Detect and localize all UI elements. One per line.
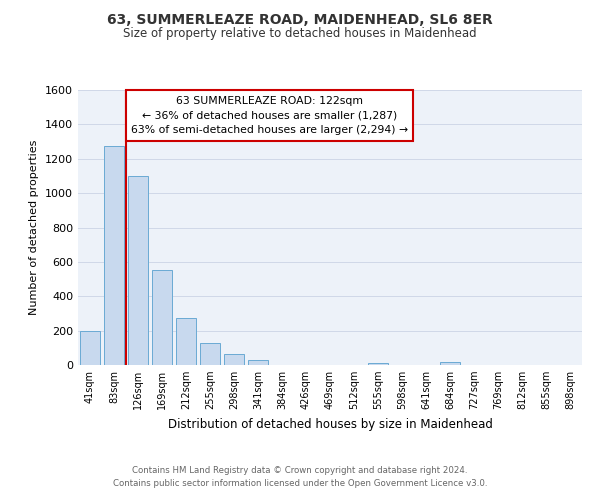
Bar [248, 360, 268, 365]
Text: Size of property relative to detached houses in Maidenhead: Size of property relative to detached ho… [123, 28, 477, 40]
Bar [104, 146, 124, 365]
Bar [128, 176, 148, 365]
Bar [224, 354, 244, 365]
Text: 63, SUMMERLEAZE ROAD, MAIDENHEAD, SL6 8ER: 63, SUMMERLEAZE ROAD, MAIDENHEAD, SL6 8E… [107, 12, 493, 26]
X-axis label: Distribution of detached houses by size in Maidenhead: Distribution of detached houses by size … [167, 418, 493, 430]
Bar [176, 318, 196, 365]
Bar [440, 362, 460, 365]
Bar [368, 364, 388, 365]
Y-axis label: Number of detached properties: Number of detached properties [29, 140, 40, 315]
Bar [80, 330, 100, 365]
Text: 63 SUMMERLEAZE ROAD: 122sqm
← 36% of detached houses are smaller (1,287)
63% of : 63 SUMMERLEAZE ROAD: 122sqm ← 36% of det… [131, 96, 408, 135]
Bar [152, 270, 172, 365]
Text: Contains HM Land Registry data © Crown copyright and database right 2024.
Contai: Contains HM Land Registry data © Crown c… [113, 466, 487, 487]
Bar [200, 342, 220, 365]
